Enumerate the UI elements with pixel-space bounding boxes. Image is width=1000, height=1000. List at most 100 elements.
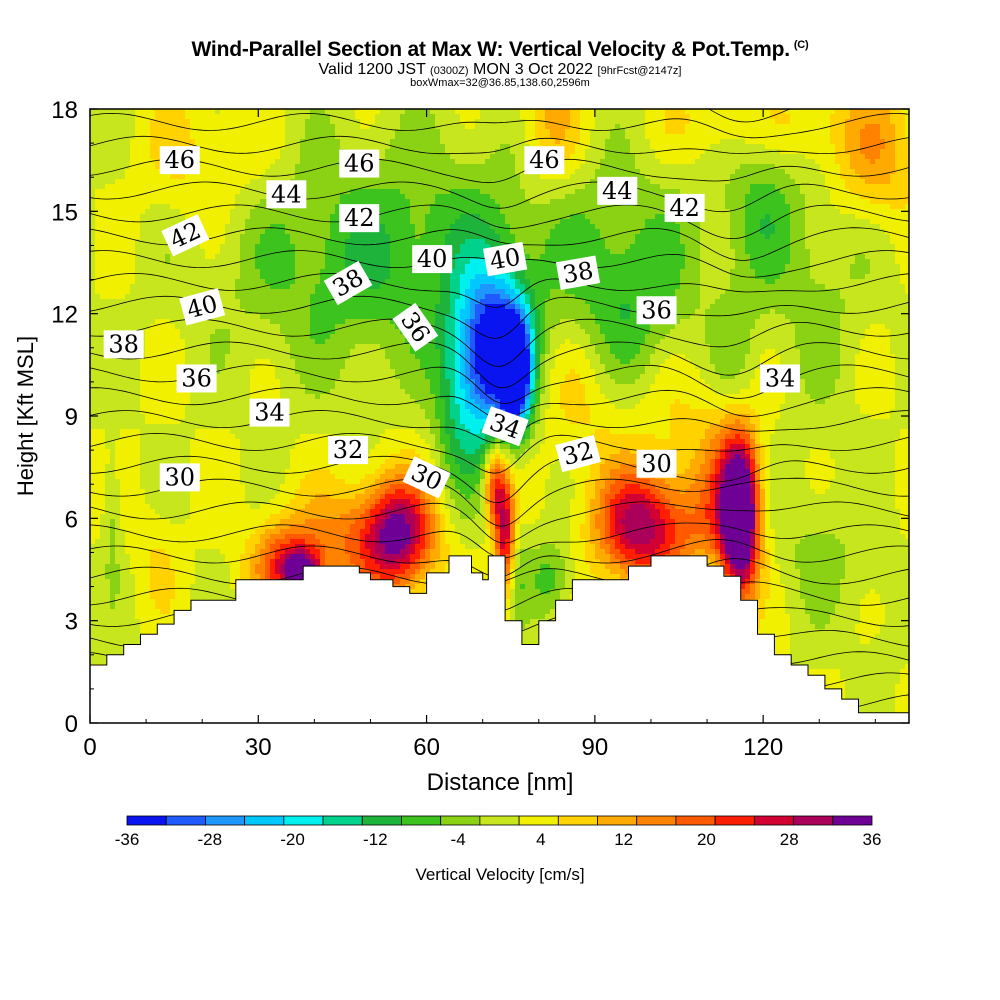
- velocity-cell: [260, 179, 266, 185]
- velocity-cell: [200, 404, 206, 410]
- velocity-cell: [230, 374, 236, 380]
- velocity-cell: [275, 134, 281, 140]
- velocity-cell: [140, 324, 146, 330]
- velocity-cell: [140, 609, 146, 615]
- velocity-cell: [285, 524, 291, 530]
- velocity-cell: [250, 209, 256, 215]
- velocity-cell: [90, 339, 96, 345]
- velocity-cell: [170, 394, 176, 400]
- velocity-cell: [270, 459, 276, 465]
- velocity-cell: [190, 429, 196, 435]
- velocity-cell: [240, 369, 246, 375]
- velocity-cell: [215, 474, 221, 480]
- velocity-cell: [210, 164, 216, 170]
- velocity-cell: [125, 419, 131, 425]
- velocity-cell: [265, 529, 271, 535]
- velocity-cell: [225, 329, 231, 335]
- velocity-cell: [120, 274, 126, 280]
- velocity-cell: [145, 374, 151, 380]
- velocity-cell: [105, 199, 111, 205]
- velocity-cell: [245, 554, 251, 560]
- velocity-cell: [190, 544, 196, 550]
- velocity-cell: [205, 329, 211, 335]
- velocity-cell: [95, 519, 101, 525]
- velocity-cell: [125, 249, 131, 255]
- velocity-cell: [95, 549, 101, 555]
- velocity-cell: [190, 584, 196, 590]
- velocity-cell: [225, 169, 231, 175]
- velocity-cell: [150, 174, 156, 180]
- velocity-cell: [105, 514, 111, 520]
- velocity-cell: [265, 374, 271, 380]
- velocity-cell: [205, 359, 211, 365]
- velocity-cell: [135, 324, 141, 330]
- velocity-cell: [105, 174, 111, 180]
- velocity-cell: [135, 429, 141, 435]
- velocity-cell: [120, 294, 126, 300]
- velocity-cell: [205, 334, 211, 340]
- velocity-cell: [130, 484, 136, 490]
- velocity-cell: [160, 614, 166, 620]
- velocity-cell: [170, 569, 176, 575]
- velocity-cell: [190, 274, 196, 280]
- velocity-cell: [190, 269, 196, 275]
- velocity-cell: [160, 424, 166, 430]
- velocity-cell: [155, 259, 161, 265]
- velocity-cell: [110, 264, 116, 270]
- velocity-cell: [200, 109, 206, 115]
- velocity-cell: [125, 264, 131, 270]
- velocity-cell: [255, 284, 261, 290]
- velocity-cell: [150, 164, 156, 170]
- velocity-cell: [205, 354, 211, 360]
- velocity-cell: [270, 319, 276, 325]
- velocity-cell: [110, 289, 116, 295]
- velocity-cell: [250, 479, 256, 485]
- velocity-cell: [210, 489, 216, 495]
- velocity-cell: [125, 504, 131, 510]
- velocity-cell: [240, 559, 246, 565]
- velocity-cell: [140, 474, 146, 480]
- velocity-cell: [280, 224, 286, 230]
- velocity-cell: [150, 609, 156, 615]
- velocity-cell: [155, 129, 161, 135]
- velocity-cell: [255, 374, 261, 380]
- velocity-cell: [170, 259, 176, 265]
- velocity-cell: [215, 554, 221, 560]
- velocity-cell: [120, 614, 126, 620]
- velocity-cell: [170, 609, 176, 615]
- velocity-cell: [180, 259, 186, 265]
- velocity-cell: [150, 594, 156, 600]
- velocity-cell: [275, 254, 281, 260]
- velocity-cell: [100, 574, 106, 580]
- velocity-cell: [95, 459, 101, 465]
- velocity-cell: [230, 544, 236, 550]
- velocity-cell: [135, 119, 141, 125]
- velocity-cell: [125, 359, 131, 365]
- velocity-cell: [150, 309, 156, 315]
- velocity-cell: [165, 489, 171, 495]
- velocity-cell: [210, 229, 216, 235]
- velocity-cell: [95, 354, 101, 360]
- velocity-cell: [245, 449, 251, 455]
- velocity-cell: [280, 574, 286, 580]
- velocity-cell: [220, 504, 226, 510]
- velocity-cell: [250, 169, 256, 175]
- velocity-cell: [200, 574, 206, 580]
- velocity-cell: [225, 219, 231, 225]
- velocity-cell: [265, 494, 271, 500]
- velocity-cell: [210, 319, 216, 325]
- velocity-cell: [105, 399, 111, 405]
- velocity-cell: [95, 574, 101, 580]
- velocity-cell: [110, 294, 116, 300]
- velocity-cell: [115, 269, 121, 275]
- velocity-cell: [230, 569, 236, 575]
- velocity-cell: [180, 499, 186, 505]
- velocity-cell: [260, 529, 266, 535]
- velocity-cell: [135, 639, 141, 645]
- velocity-cell: [180, 504, 186, 510]
- velocity-cell: [240, 564, 246, 570]
- velocity-cell: [280, 289, 286, 295]
- velocity-cell: [280, 119, 286, 125]
- velocity-cell: [185, 574, 191, 580]
